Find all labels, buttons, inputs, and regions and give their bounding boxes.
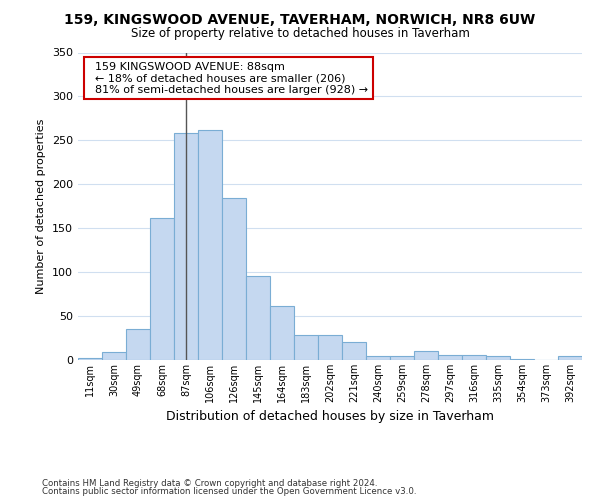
Text: Contains public sector information licensed under the Open Government Licence v3: Contains public sector information licen… — [42, 487, 416, 496]
Bar — [246, 276, 270, 360]
Bar — [126, 329, 150, 360]
Bar — [294, 336, 318, 360]
Bar — [414, 351, 438, 360]
Text: 159 KINGSWOOD AVENUE: 88sqm
  ← 18% of detached houses are smaller (206)
  81% o: 159 KINGSWOOD AVENUE: 88sqm ← 18% of det… — [88, 62, 368, 95]
Bar — [390, 356, 414, 360]
Bar — [462, 354, 486, 360]
Bar — [102, 352, 126, 360]
Bar — [318, 336, 342, 360]
Text: Size of property relative to detached houses in Taverham: Size of property relative to detached ho… — [131, 28, 469, 40]
Bar — [222, 198, 246, 360]
Bar — [78, 358, 102, 360]
Text: 159, KINGSWOOD AVENUE, TAVERHAM, NORWICH, NR8 6UW: 159, KINGSWOOD AVENUE, TAVERHAM, NORWICH… — [64, 12, 536, 26]
Bar — [174, 134, 198, 360]
Bar — [198, 130, 222, 360]
Bar — [558, 356, 582, 360]
Bar — [366, 356, 390, 360]
Bar — [438, 354, 462, 360]
Y-axis label: Number of detached properties: Number of detached properties — [37, 118, 46, 294]
Bar — [150, 218, 174, 360]
Bar — [342, 342, 366, 360]
Bar — [486, 356, 510, 360]
Bar — [510, 359, 534, 360]
Text: Contains HM Land Registry data © Crown copyright and database right 2024.: Contains HM Land Registry data © Crown c… — [42, 478, 377, 488]
Bar — [270, 306, 294, 360]
X-axis label: Distribution of detached houses by size in Taverham: Distribution of detached houses by size … — [166, 410, 494, 424]
